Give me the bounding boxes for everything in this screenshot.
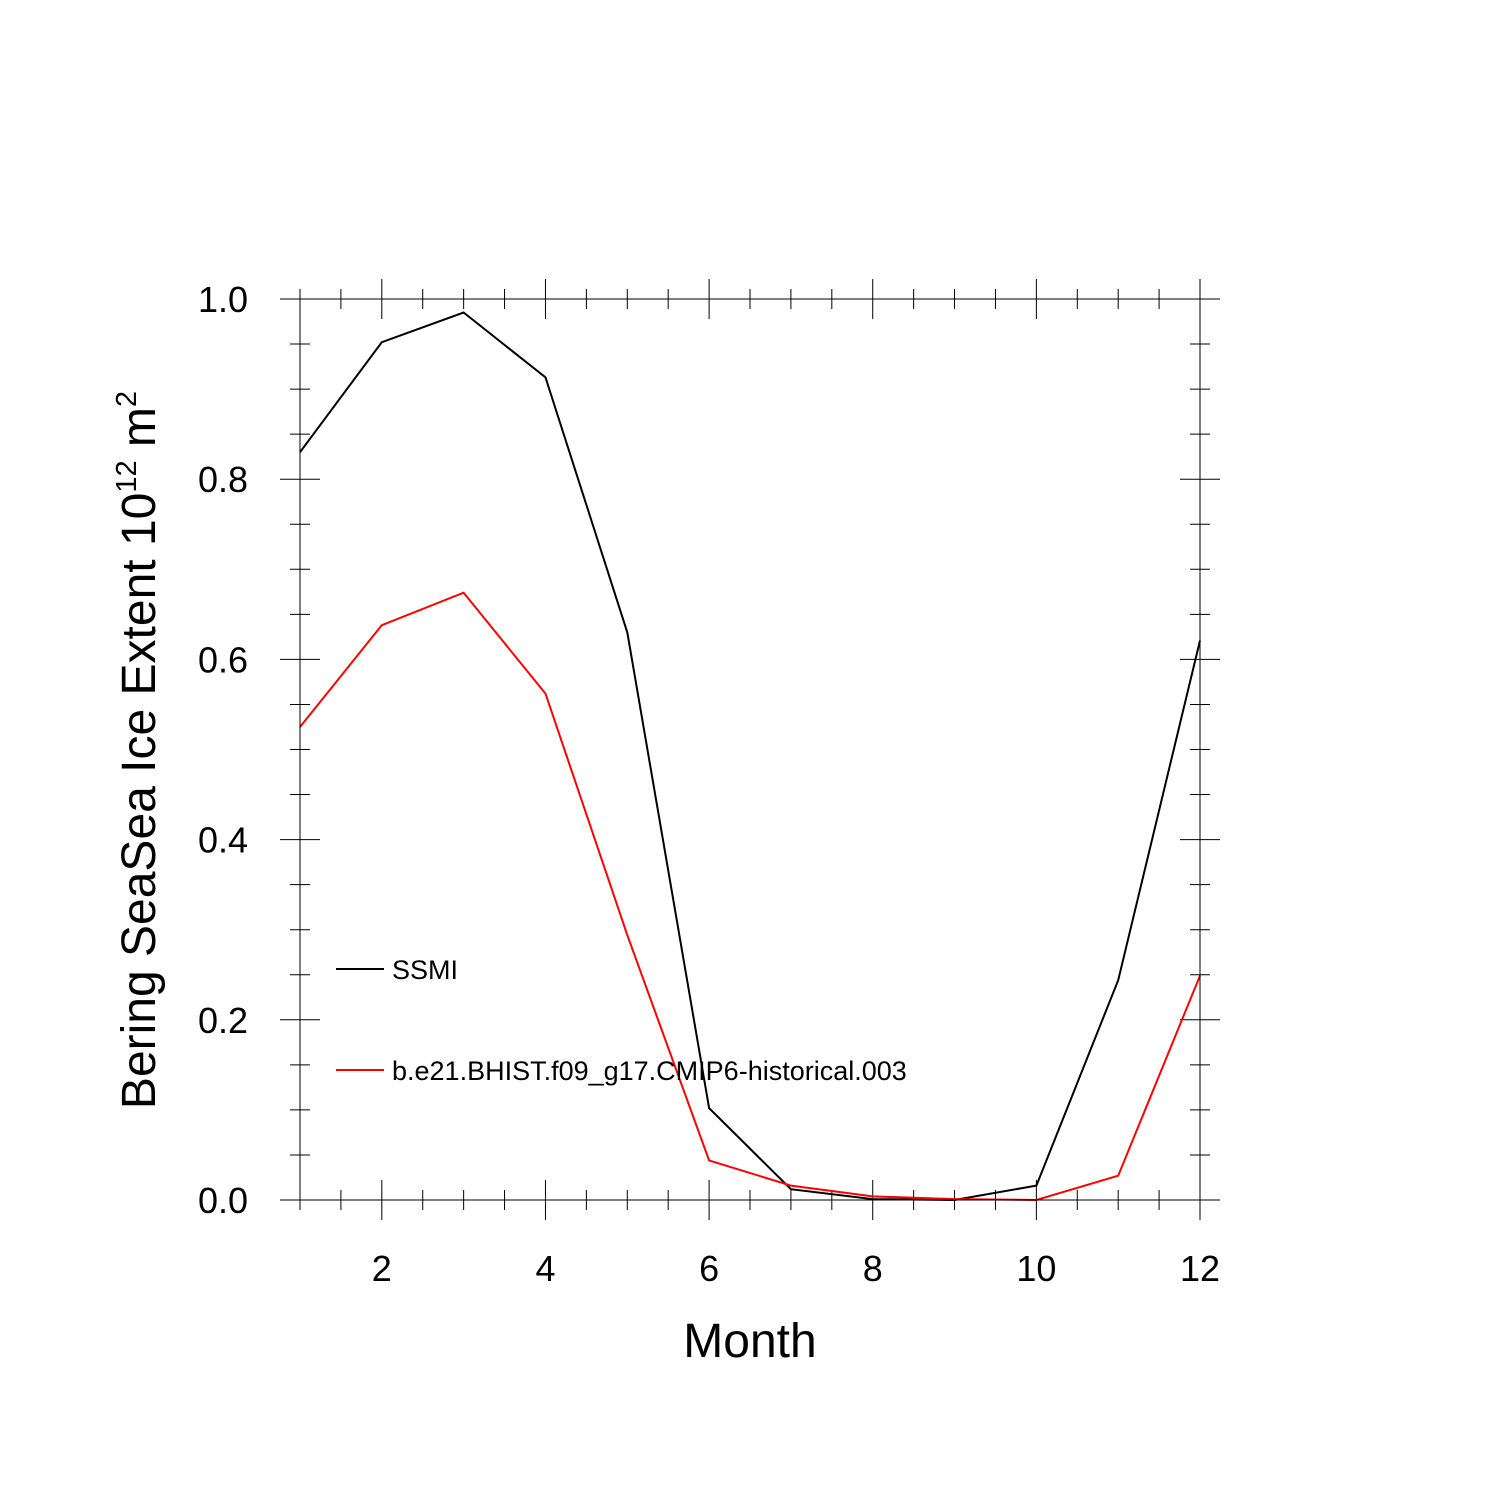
x-axis-title: Month [683, 1315, 816, 1368]
x-tick-label: 4 [535, 1248, 555, 1289]
x-tick-labels: 2 4 6 8 10 12 [372, 1248, 1220, 1289]
legend-label: b.e21.BHIST.f09_g17.CMIP6-historical.003 [392, 1056, 907, 1086]
y-tick-label: 0.0 [198, 1180, 248, 1221]
y-axis-title-exponent: 12 [111, 460, 143, 492]
plot-frame [299, 298, 1201, 1201]
y-tick-label: 0.4 [198, 820, 248, 861]
x-tick-label: 10 [1016, 1248, 1056, 1289]
legend-label: SSMI [392, 955, 458, 985]
y-axis-title-main: Bering SeaSea Ice Extent 10 [113, 493, 166, 1109]
y-axis-title-unit: m [113, 407, 166, 460]
y-tick-label: 0.2 [198, 1000, 248, 1041]
series-line-model [299, 591, 1201, 1202]
x-tick-label: 2 [372, 1248, 392, 1289]
x-tick-label: 8 [863, 1248, 883, 1289]
y-axis-title: Bering SeaSea Ice Extent 1012 m2 [111, 391, 166, 1109]
y-tick-label: 0.8 [198, 459, 248, 500]
legend: SSMI b.e21.BHIST.f09_g17.CMIP6-historical… [336, 955, 907, 1086]
y-axis-title-unit-exponent: 2 [111, 391, 143, 407]
x-tick-label: 6 [699, 1248, 719, 1289]
y-tick-label: 1.0 [198, 279, 248, 320]
y-tick-label: 0.6 [198, 639, 248, 680]
x-tick-label: 12 [1180, 1248, 1220, 1289]
series-line-ssmi [299, 311, 1201, 1202]
y-tick-labels: 0.0 0.2 0.4 0.6 0.8 1.0 [198, 279, 248, 1221]
series-lines [299, 311, 1201, 1202]
